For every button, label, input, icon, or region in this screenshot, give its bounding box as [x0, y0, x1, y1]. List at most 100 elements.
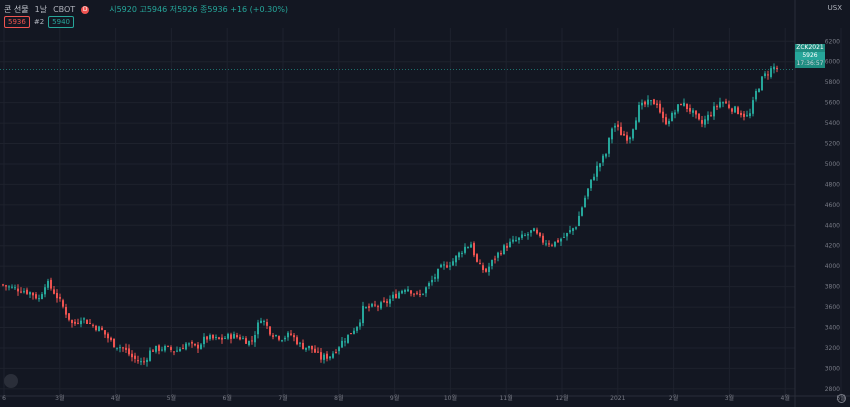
- sell-button[interactable]: 5936: [4, 16, 30, 28]
- candle-body: [641, 102, 643, 106]
- candle-body: [227, 333, 229, 339]
- candle-body: [5, 285, 7, 287]
- y-tick-label: 4000: [825, 263, 840, 270]
- candle-body: [776, 67, 778, 69]
- candle-body: [524, 235, 526, 237]
- candle-body: [482, 265, 484, 270]
- candle-body: [632, 129, 634, 139]
- candle-body: [203, 336, 205, 345]
- time-axis[interactable]: 6 3월 4월 5월 6월 7월 8월 9월 10월 11월 12월 2021 2월 3월 4월 5월: [2, 394, 846, 402]
- candle-body: [179, 348, 181, 352]
- candle-body: [287, 332, 289, 338]
- y-tick-label: 6200: [825, 38, 840, 45]
- candle-body: [122, 347, 124, 349]
- candle-body: [356, 326, 358, 331]
- candle-body: [485, 268, 487, 272]
- candle-body: [170, 347, 172, 350]
- candle-body: [404, 289, 406, 292]
- currency-unit[interactable]: USX: [827, 4, 842, 12]
- y-tick-label: 3000: [825, 365, 840, 372]
- candle-body: [23, 291, 25, 293]
- candle-body: [338, 347, 340, 352]
- interval-label[interactable]: 1날: [34, 5, 48, 14]
- y-tick-label: 4200: [825, 243, 840, 250]
- candle-body: [41, 294, 43, 299]
- candle-body: [623, 133, 625, 136]
- candle-body: [743, 113, 745, 117]
- candle-body: [458, 252, 460, 258]
- candle-body: [683, 102, 685, 106]
- candle-body: [740, 112, 742, 116]
- candle-body: [626, 135, 628, 141]
- candle-body: [302, 342, 304, 350]
- candle-body: [611, 128, 613, 140]
- price-axis[interactable]: 2800 3000 3200 3400 3600 3800 4000 4200 4400 4600…: [825, 38, 840, 393]
- candle-body: [539, 232, 541, 237]
- candle-body: [62, 300, 64, 307]
- candle-body: [125, 347, 127, 350]
- spread-label: #2: [33, 18, 45, 26]
- candle-body: [497, 252, 499, 258]
- candle-body: [113, 338, 115, 348]
- candle-body: [32, 292, 34, 296]
- candle-body: [209, 335, 211, 340]
- y-tick-label: 3400: [825, 325, 840, 332]
- candle-body: [719, 101, 721, 108]
- candle-body: [659, 103, 661, 113]
- candle-body: [398, 292, 400, 299]
- candle-body: [401, 290, 403, 294]
- y-tick-label: 2800: [825, 386, 840, 393]
- candle-body: [422, 293, 424, 295]
- candle-body: [128, 348, 130, 355]
- candle-body: [653, 99, 655, 105]
- symbol-name[interactable]: 콘 선물: [4, 5, 29, 14]
- candle-body: [593, 176, 595, 181]
- x-tick-label: 4월: [111, 394, 120, 402]
- candle-body: [599, 163, 601, 168]
- y-tick-label: 5200: [825, 141, 840, 148]
- candle-body: [590, 179, 592, 189]
- candle-body: [71, 319, 73, 324]
- candle-body: [137, 360, 139, 362]
- candle-body: [116, 347, 118, 349]
- candle-body: [548, 243, 550, 245]
- candle-body: [131, 353, 133, 358]
- candle-body: [104, 330, 106, 335]
- candle-body: [545, 243, 547, 245]
- candle-body: [452, 261, 454, 266]
- candle-body: [407, 289, 409, 292]
- candle-body: [260, 320, 262, 324]
- candle-body: [317, 351, 319, 353]
- settings-icon[interactable]: [837, 394, 846, 403]
- candle-body: [677, 104, 679, 112]
- candle-body: [395, 293, 397, 299]
- candle-body: [512, 239, 514, 242]
- candle-body: [509, 241, 511, 248]
- candle-body: [92, 324, 94, 326]
- candle-body: [752, 100, 754, 114]
- candle-body: [8, 286, 10, 288]
- candle-body: [200, 344, 202, 349]
- last-price-tag: 5926: [795, 52, 825, 60]
- candle-body: [557, 240, 559, 243]
- candle-body: [617, 124, 619, 127]
- candle-body: [704, 119, 706, 125]
- candle-body: [272, 335, 274, 337]
- candle-body: [182, 348, 184, 350]
- candle-body: [74, 321, 76, 324]
- x-tick-label: 5월: [167, 394, 176, 402]
- buy-button[interactable]: 5940: [48, 16, 74, 28]
- candle-body: [275, 334, 277, 336]
- candle-body: [533, 228, 535, 232]
- candle-body: [479, 263, 481, 265]
- x-tick-label: 3월: [725, 394, 734, 402]
- candle-body: [536, 229, 538, 234]
- candle-body: [56, 293, 58, 299]
- tradingview-logo-icon[interactable]: [4, 374, 18, 388]
- candle-body: [578, 215, 580, 227]
- candle-body: [563, 236, 565, 238]
- candle-body: [419, 293, 421, 295]
- candle-body: [119, 347, 121, 349]
- candle-body: [26, 289, 28, 294]
